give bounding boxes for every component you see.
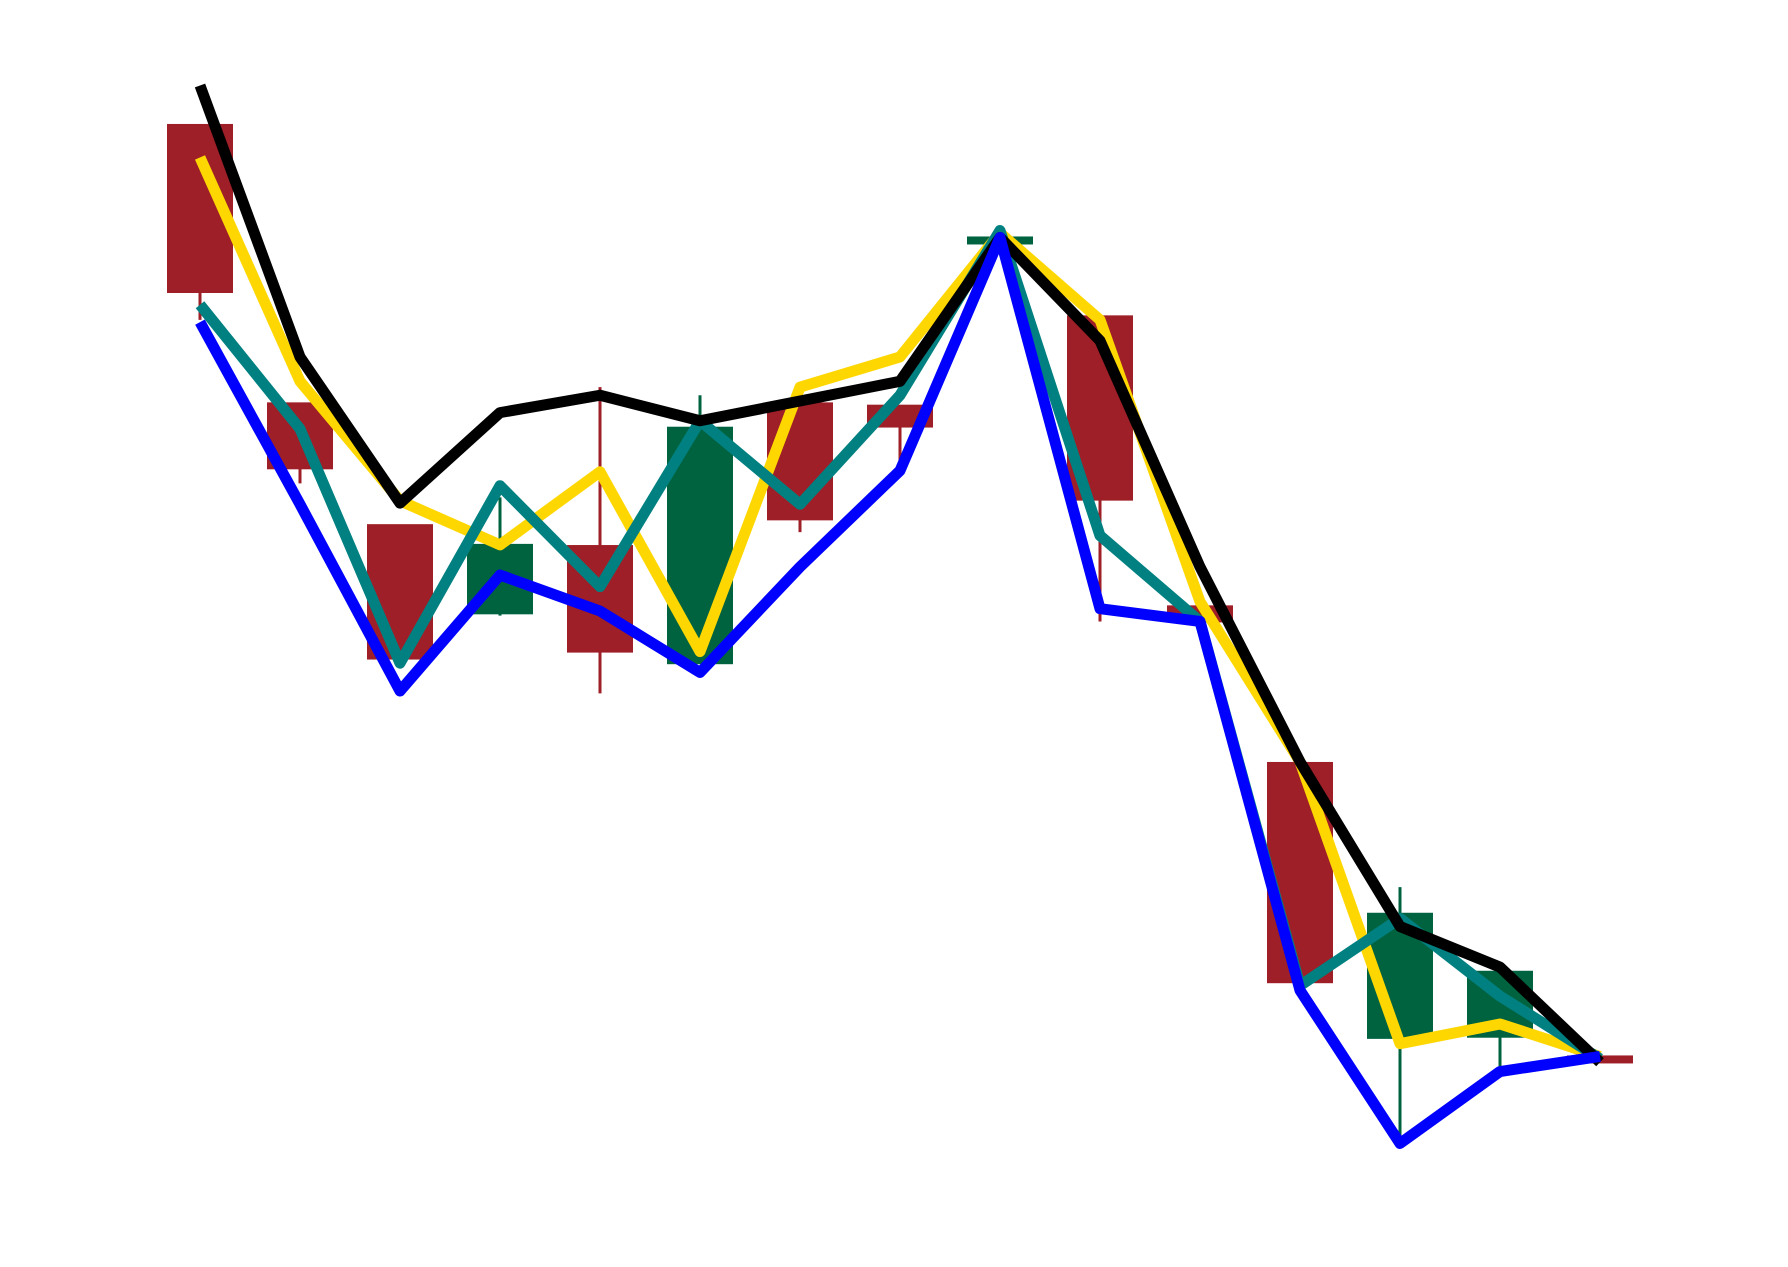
indicator-line-4 [195, 231, 1601, 1149]
indicator-line-1 [194, 155, 1602, 1062]
indicator-lines-layer [194, 83, 1604, 1149]
indicator-line-3 [194, 83, 1604, 1067]
candle-7 [767, 402, 833, 533]
indicator-line-2 [195, 225, 1603, 1064]
